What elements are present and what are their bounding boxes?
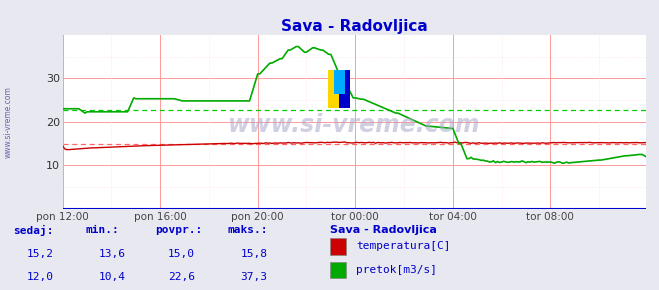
Text: 15,0: 15,0: [168, 249, 195, 259]
Text: min.:: min.:: [86, 225, 119, 235]
FancyBboxPatch shape: [328, 70, 339, 108]
Text: 22,6: 22,6: [168, 272, 195, 282]
Text: sedaj:: sedaj:: [13, 225, 53, 236]
Text: 37,3: 37,3: [241, 272, 268, 282]
FancyBboxPatch shape: [330, 238, 346, 255]
Text: 13,6: 13,6: [99, 249, 126, 259]
Text: temperatura[C]: temperatura[C]: [356, 241, 450, 251]
FancyBboxPatch shape: [333, 70, 345, 95]
Text: www.si-vreme.com: www.si-vreme.com: [228, 113, 480, 137]
Text: 15,2: 15,2: [26, 249, 53, 259]
Text: Sava - Radovljica: Sava - Radovljica: [330, 225, 436, 235]
Text: 10,4: 10,4: [99, 272, 126, 282]
Text: 12,0: 12,0: [26, 272, 53, 282]
Text: maks.:: maks.:: [227, 225, 268, 235]
FancyBboxPatch shape: [339, 70, 350, 108]
Text: 15,8: 15,8: [241, 249, 268, 259]
FancyBboxPatch shape: [330, 262, 346, 278]
Title: Sava - Radovljica: Sava - Radovljica: [281, 19, 428, 34]
Text: pretok[m3/s]: pretok[m3/s]: [356, 265, 437, 275]
Text: www.si-vreme.com: www.si-vreme.com: [3, 86, 13, 158]
Text: povpr.:: povpr.:: [155, 225, 202, 235]
